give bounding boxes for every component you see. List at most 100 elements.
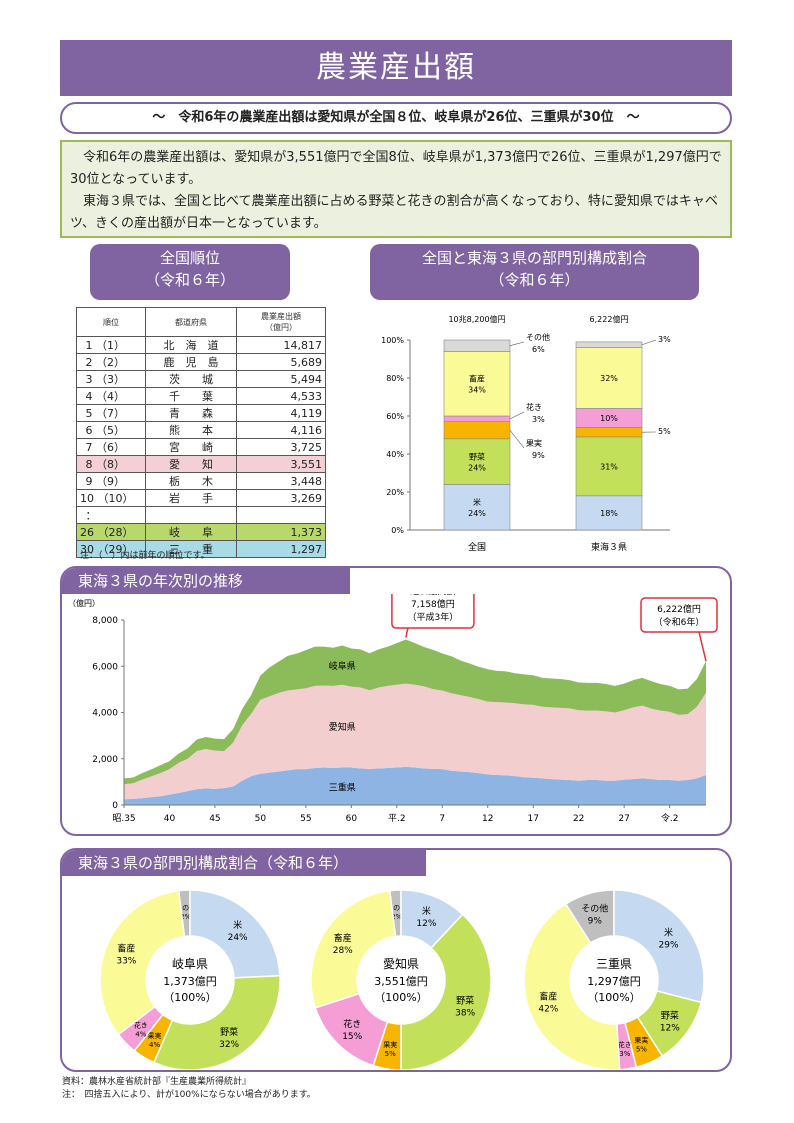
ranking-row: 2 （2）鹿 児 島 5,689 bbox=[76, 353, 326, 371]
slice-value-label: 29% bbox=[659, 941, 679, 951]
slice-value-label: 28% bbox=[333, 946, 353, 956]
rank-cell: 26 （28） bbox=[76, 523, 146, 541]
y-tick-label: 0 bbox=[112, 801, 118, 811]
pref-cell: 岐 阜 bbox=[145, 523, 237, 541]
segment-name-label: 野菜 bbox=[469, 452, 485, 462]
stacked-bar-chart: 0% 20% 40% 60% 80% 100% 米 24% 野菜 24% 畜産 34% 10兆8,200… bbox=[381, 314, 671, 553]
area-series bbox=[124, 766, 706, 805]
summary-paragraph: 東海３県では、全国と比べて農業産出額に占める野菜と花きの割合が高くなっており、特… bbox=[70, 194, 718, 231]
ranking-row: 30 （29）三 重 1,297 bbox=[76, 540, 326, 558]
ranking-note: 注：（ ）内は前年の順位です。 bbox=[80, 551, 210, 561]
value-cell: 3,725 bbox=[236, 438, 326, 456]
x-tick-label: 平.2 bbox=[388, 813, 406, 824]
annotation-pointer bbox=[698, 631, 707, 662]
pref-cell: 青 森 bbox=[145, 404, 237, 422]
ranking-row: 6 （5）熊 本 4,116 bbox=[76, 421, 326, 439]
series-label: 岐阜県 bbox=[329, 660, 356, 672]
x-tick-label: 55 bbox=[300, 814, 311, 824]
segment-name-label: 米 bbox=[473, 497, 481, 507]
donut-slice bbox=[523, 902, 621, 1070]
annotation-text: （平成3年） bbox=[408, 611, 459, 623]
segment-value-label: 31% bbox=[600, 462, 618, 471]
bar-segment bbox=[575, 347, 643, 409]
col-pref-header: 都道府県 bbox=[145, 307, 237, 337]
segment-value-label: 34% bbox=[468, 386, 486, 395]
segment-value-label: 10% bbox=[600, 414, 618, 423]
pref-cell bbox=[145, 506, 237, 524]
slice-name-label: 果実 bbox=[383, 1040, 397, 1049]
donut-center-pct: （100%） bbox=[163, 991, 216, 1004]
page-title: 農業産出額 bbox=[60, 40, 732, 96]
y-tick-label: 60% bbox=[386, 412, 404, 421]
donut-center-pct: （100%） bbox=[374, 991, 427, 1004]
slice-value-label: 2% bbox=[180, 913, 191, 921]
series-label: 愛知県 bbox=[329, 721, 356, 733]
annotation-text: 過去最高額 bbox=[410, 594, 455, 597]
rank-cell: 8 （8） bbox=[76, 455, 146, 473]
summary-box: 令和6年の農業産出額は、愛知県が3,551億円で全国8位、岐阜県が1,373億円… bbox=[60, 140, 732, 238]
bar-segment bbox=[575, 427, 643, 438]
x-category-label: 全国 bbox=[468, 541, 486, 553]
bar-segment bbox=[443, 421, 511, 440]
ranking-row: 5 （7）青 森 4,119 bbox=[76, 404, 326, 422]
headline-banner: ～ 令和6年の農業産出額は愛知県が全国８位、岐阜県が26位、三重県が30位 ～ bbox=[60, 102, 732, 134]
segment-value-label: 32% bbox=[600, 374, 618, 383]
bar-segment bbox=[443, 351, 511, 417]
callout-value-label: 5% bbox=[658, 427, 671, 436]
x-category-label: 東海３県 bbox=[591, 541, 627, 553]
slice-name-label: その他 bbox=[386, 903, 407, 912]
slice-name-label: 畜産 bbox=[539, 990, 557, 1002]
slice-value-label: 12% bbox=[416, 919, 436, 929]
slice-name-label: 米 bbox=[233, 919, 242, 931]
slice-value-label: 3% bbox=[619, 1050, 630, 1058]
value-cell bbox=[236, 506, 326, 524]
x-tick-label: 12 bbox=[482, 814, 493, 824]
slice-value-label: 5% bbox=[636, 1045, 647, 1053]
value-cell: 4,116 bbox=[236, 421, 326, 439]
donut-slice bbox=[189, 889, 281, 979]
donut-center-pref: 三重県 bbox=[596, 957, 632, 971]
rank-cell: 2 （2） bbox=[76, 353, 146, 371]
composition-heading-line: （令和６年） bbox=[489, 271, 580, 289]
callout-name-label: 花き bbox=[526, 402, 542, 412]
slice-value-label: 5% bbox=[385, 1050, 396, 1058]
bar-segment bbox=[443, 438, 511, 485]
pref-cell: 栃 木 bbox=[145, 472, 237, 490]
slice-value-label: 4% bbox=[135, 1030, 146, 1038]
donut-slice bbox=[400, 913, 492, 1070]
bar-total-label: 6,222億円 bbox=[590, 314, 629, 324]
value-cell: 1,297 bbox=[236, 540, 326, 558]
slice-name-label: 野菜 bbox=[661, 1010, 679, 1022]
y-tick-label: 0% bbox=[391, 526, 404, 535]
pref-cell: 千 葉 bbox=[145, 387, 237, 405]
y-unit-label: （億円） bbox=[68, 598, 100, 608]
callout-line bbox=[509, 430, 525, 449]
rank-cell: 3 （3） bbox=[76, 370, 146, 388]
y-tick-label: 4,000 bbox=[92, 709, 118, 719]
rank-cell: ： bbox=[76, 506, 146, 524]
y-tick-label: 2,000 bbox=[92, 755, 118, 765]
ranking-heading: 全国順位 （令和６年） bbox=[90, 244, 290, 300]
slice-name-label: 花き bbox=[618, 1040, 632, 1049]
source-note: 資料：農林水産省統計部『生産農業所得統計』 bbox=[62, 1077, 252, 1087]
x-tick-label: 40 bbox=[164, 814, 176, 824]
composition-heading-line: 全国と東海３県の部門別構成割合 bbox=[421, 249, 647, 267]
rank-cell: 7 （6） bbox=[76, 438, 146, 456]
slice-value-label: 4% bbox=[149, 1041, 160, 1049]
callout-name-label: 果実 bbox=[526, 438, 542, 448]
pref-cell: 宮 崎 bbox=[145, 438, 237, 456]
x-tick-label: 50 bbox=[255, 814, 267, 824]
x-tick-label: 27 bbox=[618, 814, 629, 824]
rank-cell: 1 （1） bbox=[76, 336, 146, 354]
pref-cell: 北 海 道 bbox=[145, 336, 237, 354]
ranking-table: 順位 都道府県 農業産出額 （億円） 1 （1）北 海 道 14,817 2 （2… bbox=[76, 307, 326, 558]
ranking-row: 4 （4）千 葉 4,533 bbox=[76, 387, 326, 405]
x-tick-label: 7 bbox=[439, 814, 445, 824]
col-value-header: 農業産出額 （億円） bbox=[236, 307, 326, 337]
callout-value-label: 6% bbox=[532, 345, 545, 354]
source-notes: 資料：農林水産省統計部『生産農業所得統計』 注： 四捨五入により、計が100%に… bbox=[62, 1076, 316, 1102]
slice-name-label: 米 bbox=[664, 927, 673, 939]
trend-heading: 東海３県の年次別の推移 bbox=[62, 568, 350, 594]
annotation-box bbox=[391, 594, 475, 629]
x-tick-label: 60 bbox=[346, 814, 358, 824]
